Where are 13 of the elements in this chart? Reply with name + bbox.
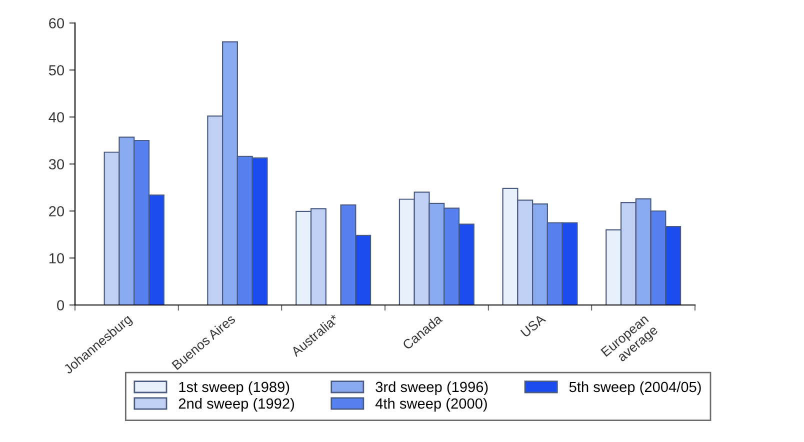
y-tick-label: 10 — [49, 253, 64, 264]
y-tick-label: 20 — [49, 206, 64, 216]
y-tick-label: 40 — [48, 112, 64, 122]
legend-label: 3rd sweep (1996) — [376, 381, 488, 396]
legend-label: 5th sweep (2004/05) — [569, 381, 701, 396]
x-tick-label: USA — [520, 314, 546, 338]
y-tick-label: 60 — [49, 18, 64, 28]
legend-label: 1st sweep (1989) — [179, 381, 290, 396]
y-tick-label: 0 — [57, 300, 64, 310]
y-tick-label: 30 — [48, 159, 64, 170]
y-tick-label: 50 — [48, 65, 64, 76]
legend-label: 2nd sweep (1992) — [178, 398, 294, 412]
legend-label: 4th sweep (2000) — [375, 398, 487, 412]
